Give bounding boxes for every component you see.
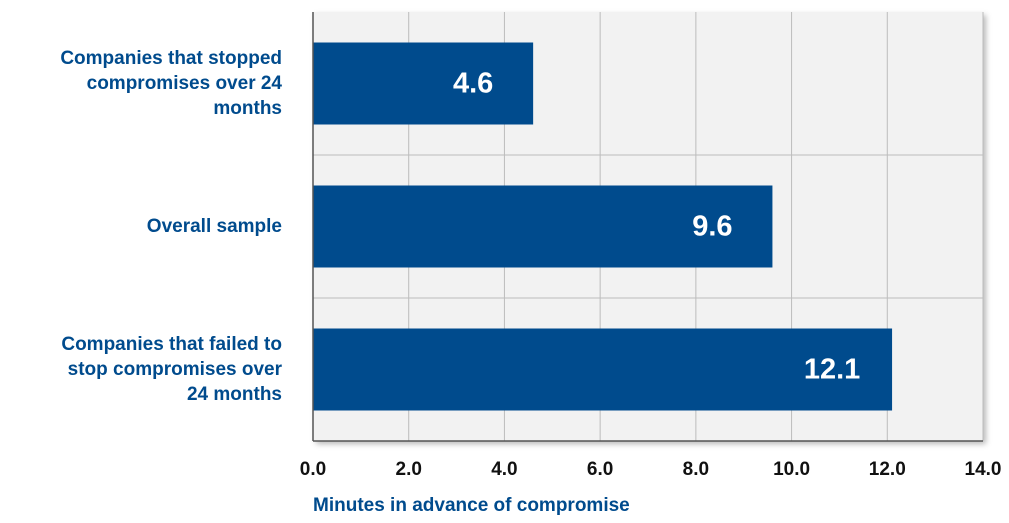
data-label: 4.6 — [453, 68, 493, 100]
category-label: Companies that failed to stop compromises… — [61, 334, 282, 405]
x-tick-label: 2.0 — [396, 459, 422, 480]
data-label: 12.1 — [804, 354, 860, 386]
x-tick-label: 14.0 — [965, 459, 1002, 480]
category-labels: Companies that stopped compromises over 2… — [60, 48, 282, 405]
category-label-line: compromises over 24 — [87, 73, 283, 94]
data-label: 9.6 — [692, 211, 732, 243]
category-label-line: Overall sample — [147, 216, 282, 237]
category-label-line: Companies that stopped — [60, 48, 282, 69]
x-tick-label: 10.0 — [773, 459, 810, 480]
category-label-line: stop compromises over — [68, 359, 283, 380]
x-tick-labels: 0.0 2.0 4.0 6.0 8.0 10.0 12.0 14.0 — [300, 459, 1002, 480]
x-tick-label: 0.0 — [300, 459, 326, 480]
x-tick-label: 6.0 — [587, 459, 613, 480]
bars: 4.6 9.6 12.1 — [313, 42, 893, 411]
x-tick-label: 12.0 — [869, 459, 906, 480]
category-label: Companies that stopped compromises over 2… — [60, 48, 282, 119]
x-tick-label: 8.0 — [683, 459, 709, 480]
bar — [313, 42, 534, 125]
bar — [313, 328, 893, 411]
x-tick-label: 4.0 — [491, 459, 517, 480]
axes — [312, 12, 983, 442]
x-axis-title: Minutes in advance of compromise — [313, 495, 630, 516]
category-label-line: months — [213, 98, 282, 119]
category-label: Overall sample — [147, 216, 282, 237]
category-label-line: 24 months — [187, 384, 282, 405]
bar — [313, 185, 773, 268]
category-label-line: Companies that failed to — [61, 334, 282, 355]
